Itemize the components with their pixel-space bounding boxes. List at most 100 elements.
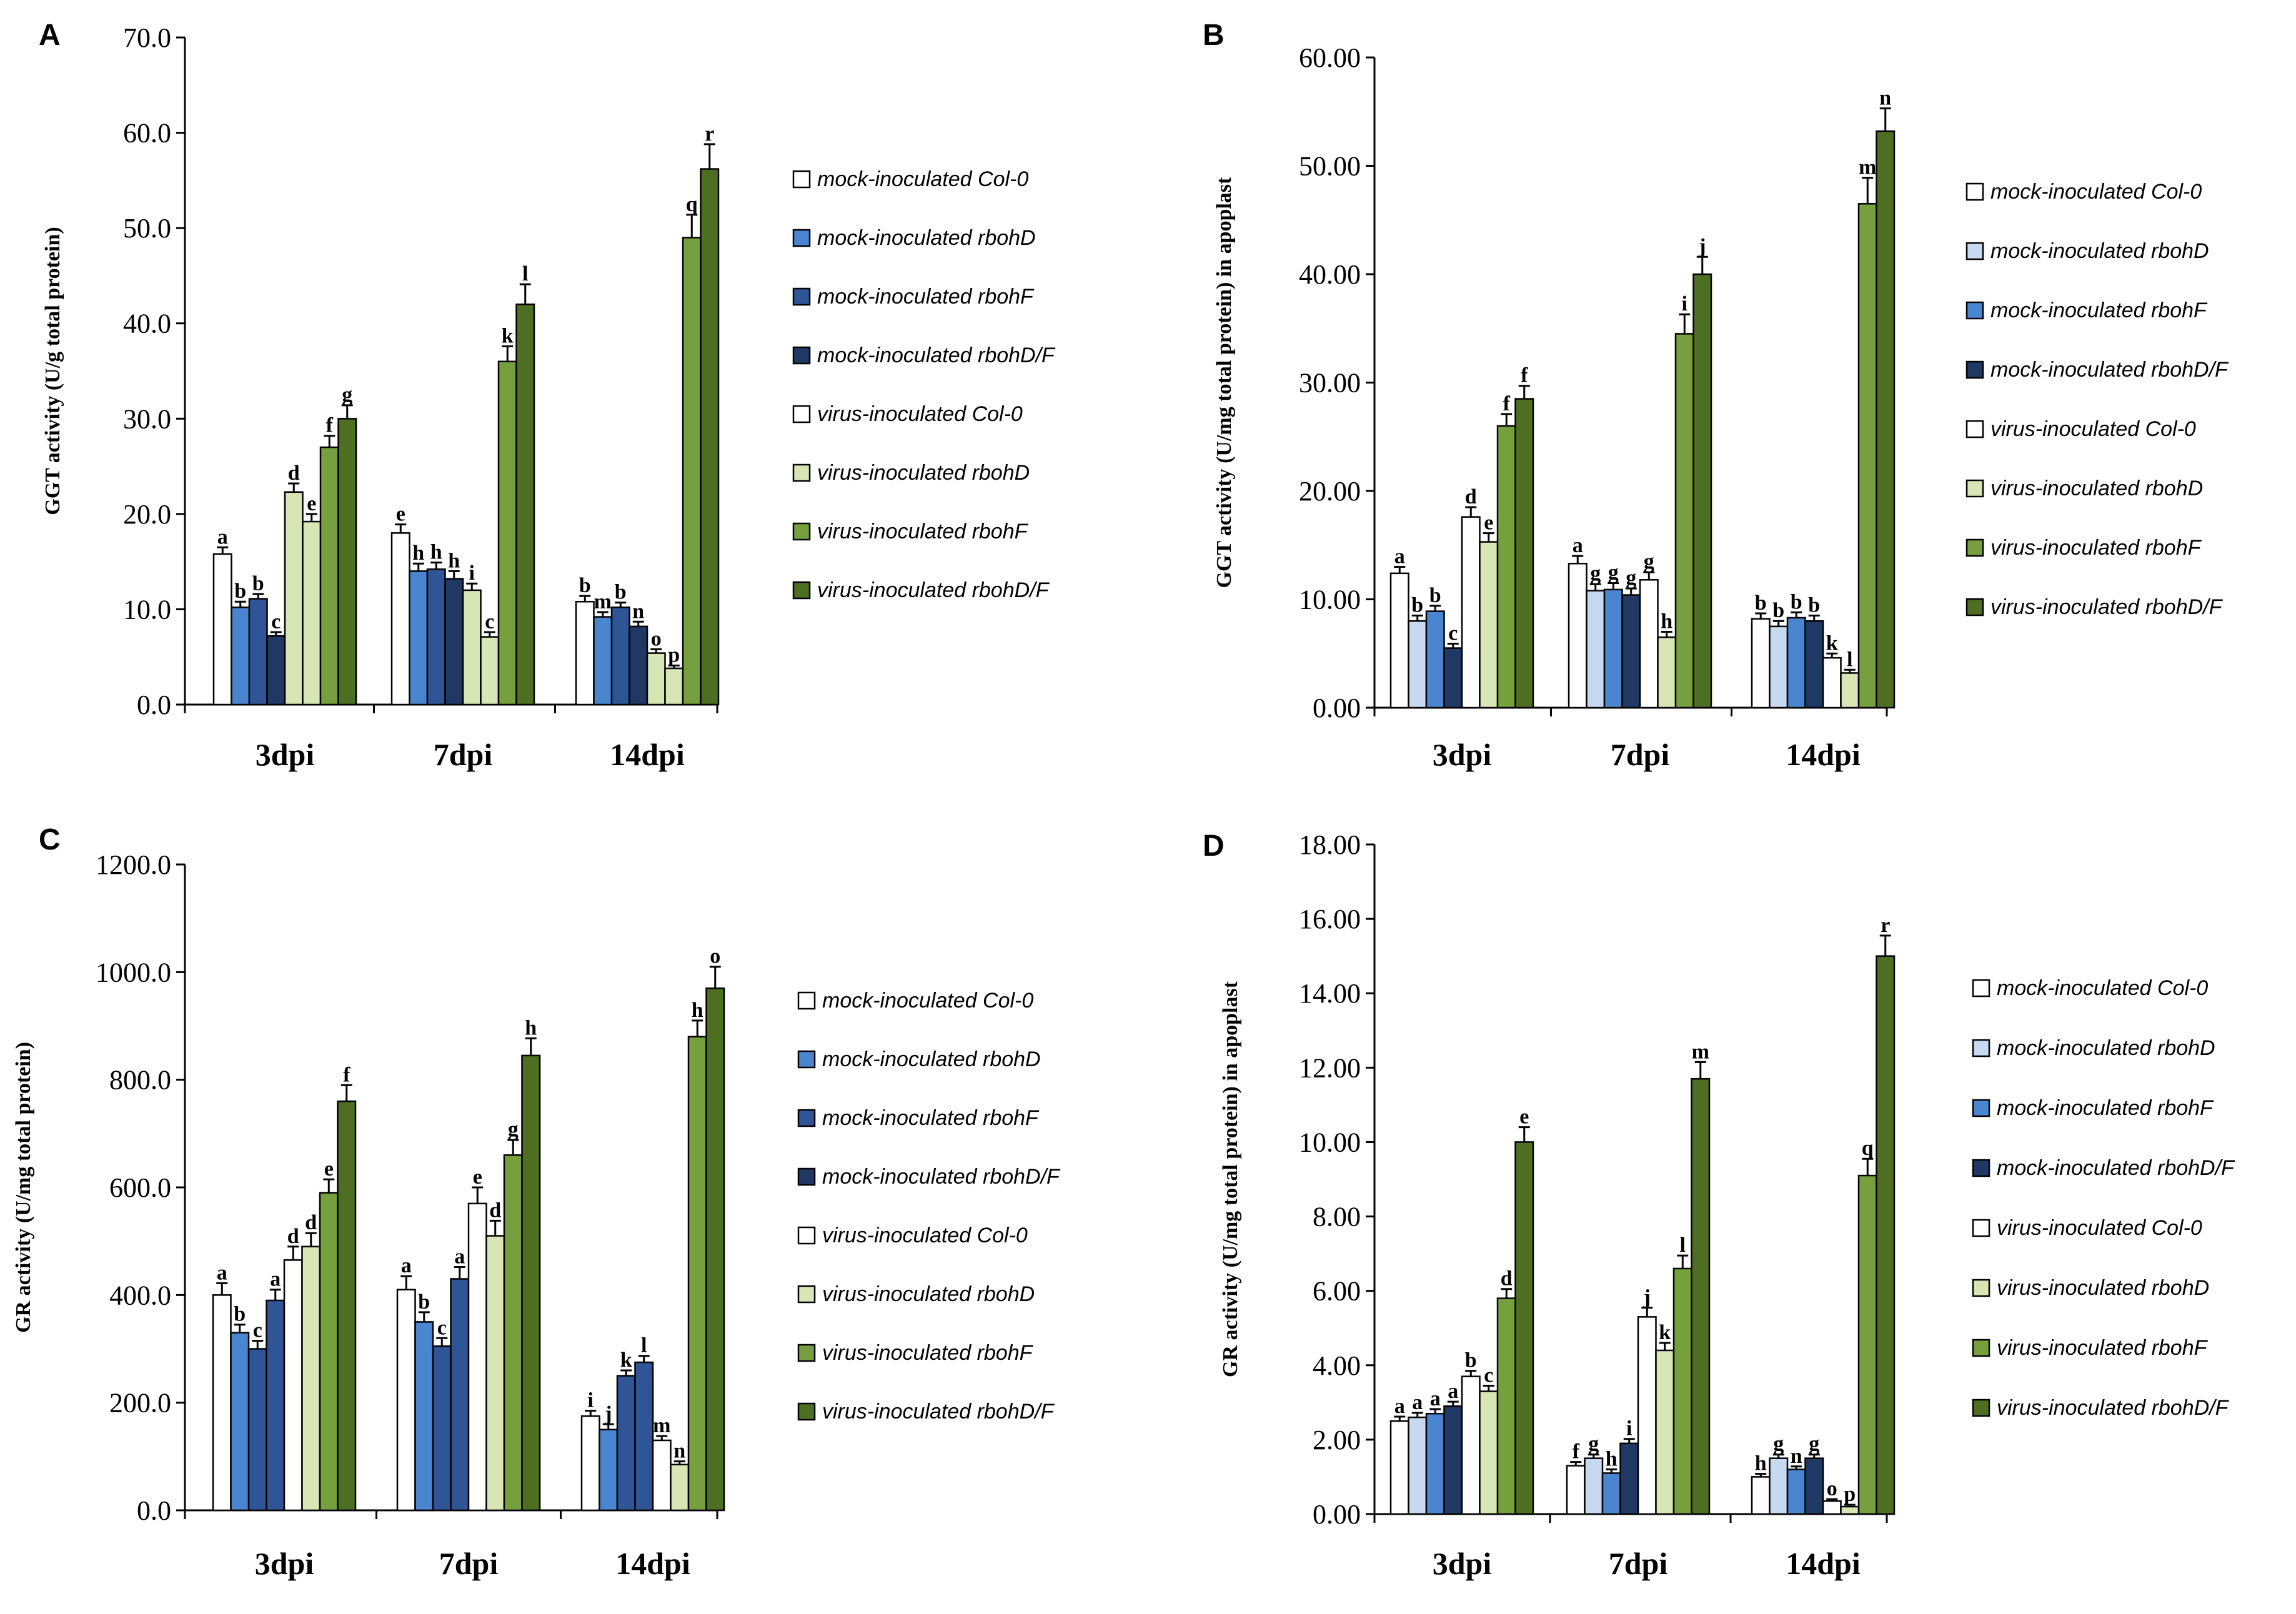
- legend-swatch: [1966, 538, 1984, 557]
- significance-letter: e: [1519, 1106, 1529, 1129]
- legend-label: mock-inoculated rbohF: [1990, 299, 2208, 322]
- y-axis-title: GR activity (U/mg total protein) in apop…: [1219, 981, 1242, 1377]
- bar: [664, 667, 684, 706]
- significance-letter: j: [604, 1402, 612, 1425]
- bar: [670, 1463, 690, 1512]
- bar: [266, 635, 286, 706]
- bar: [1479, 1390, 1499, 1515]
- y-tick-label: 1000.0: [96, 957, 171, 988]
- significance-letter: a: [401, 1254, 412, 1277]
- significance-letter: f: [1573, 1440, 1580, 1463]
- legend-label: virus-inoculated Col-0: [1990, 417, 2196, 441]
- significance-letter: f: [1503, 392, 1511, 415]
- significance-letter: d: [288, 462, 300, 485]
- legend-swatch: [797, 991, 816, 1010]
- bar: [1655, 1349, 1675, 1515]
- significance-letter: l: [1680, 1234, 1686, 1257]
- bar: [266, 1299, 286, 1512]
- significance-letter: i: [1626, 1417, 1632, 1440]
- legend-swatch: [1972, 1039, 1990, 1057]
- bar: [1657, 636, 1677, 709]
- legend-label: mock-inoculated rbohF: [822, 1106, 1040, 1130]
- panel-a: A 0.0 10.0 20.0 30.0 40.0 50.0 60.0 70.0 3dpi 7dpi…: [39, 19, 1056, 772]
- bar: [1601, 1472, 1621, 1515]
- significance-letter: n: [1879, 87, 1891, 110]
- legend-swatch: [1972, 979, 1990, 998]
- significance-letter: g: [1588, 1433, 1599, 1456]
- y-tick-label: 30.00: [1299, 368, 1361, 399]
- bar: [1514, 1141, 1534, 1515]
- y-tick-label: 14.00: [1299, 978, 1361, 1009]
- significance-letter: d: [489, 1199, 501, 1222]
- bar: [1514, 398, 1534, 709]
- bar: [230, 1332, 250, 1512]
- category-label: 7dpi: [1609, 1546, 1668, 1581]
- category-label: 14dpi: [615, 1546, 690, 1581]
- y-tick-label: 8.00: [1313, 1202, 1361, 1232]
- legend-label: mock-inoculated rbohD/F: [1997, 1156, 2235, 1180]
- legend-label: mock-inoculated Col-0: [817, 167, 1028, 191]
- legend-label: virus-inoculated Col-0: [1997, 1216, 2202, 1240]
- significance-letter: g: [1809, 1433, 1819, 1456]
- bar: [467, 1202, 487, 1512]
- bar: [1619, 1442, 1639, 1515]
- category-label: 3dpi: [255, 1546, 314, 1581]
- bar: [599, 1428, 619, 1512]
- panel-b: B 0.00 10.00 20.00 30.00 40.00 50.00 60.00 3dpi 7…: [1203, 19, 2229, 772]
- bar: [302, 520, 322, 706]
- y-tick-label: 800.0: [109, 1065, 171, 1096]
- significance-letter: i: [469, 562, 475, 585]
- bar: [1586, 590, 1606, 709]
- bar: [247, 1348, 267, 1512]
- significance-letter: n: [1791, 1445, 1802, 1468]
- significance-letter: n: [673, 1440, 685, 1463]
- y-axis-title: GGT activity (U/g total protein): [41, 227, 64, 515]
- significance-letter: d: [1465, 485, 1477, 508]
- legend-label: virus-inoculated rbohD/F: [1997, 1396, 2230, 1420]
- bar: [497, 360, 517, 706]
- bar: [1751, 1476, 1771, 1515]
- significance-letter: c: [485, 610, 494, 633]
- panel-letter: C: [39, 823, 61, 856]
- bar: [1408, 620, 1428, 709]
- significance-letter: b: [1772, 599, 1784, 622]
- significance-letter: c: [1484, 1364, 1493, 1387]
- significance-letter: b: [615, 581, 627, 604]
- bar: [1822, 1500, 1842, 1515]
- legend-swatch: [1966, 182, 1984, 201]
- significance-letter: o: [1827, 1477, 1837, 1500]
- bar: [444, 578, 464, 706]
- y-tick-label: 0.0: [137, 1495, 171, 1526]
- panel-letter: D: [1203, 829, 1225, 863]
- y-tick-label: 0.00: [1313, 693, 1361, 723]
- bar: [1461, 1375, 1481, 1515]
- significance-letter: c: [253, 1319, 262, 1342]
- legend-swatch: [797, 1167, 816, 1186]
- y-tick-label: 10.00: [1299, 1127, 1361, 1157]
- bar: [1804, 1457, 1824, 1515]
- legend-label: virus-inoculated Col-0: [817, 402, 1023, 426]
- significance-letter: o: [710, 945, 720, 968]
- significance-letter: b: [252, 572, 264, 595]
- legend-label: mock-inoculated rbohD: [1997, 1036, 2215, 1060]
- bar: [1822, 656, 1842, 709]
- legend-swatch: [1972, 1339, 1990, 1357]
- significance-letter: q: [686, 193, 698, 216]
- bar: [1840, 1505, 1860, 1515]
- legend-swatch: [1972, 1099, 1990, 1117]
- panel-letter: B: [1203, 19, 1225, 52]
- legend-label: virus-inoculated rbohD: [1990, 477, 2203, 500]
- y-tick-label: 200.0: [109, 1388, 171, 1418]
- legend-swatch: [797, 1226, 816, 1245]
- significance-letter: f: [326, 414, 334, 437]
- significance-letter: i: [588, 1389, 594, 1412]
- category-label: 14dpi: [1786, 1546, 1861, 1581]
- bar: [634, 1361, 654, 1512]
- significance-letter: a: [217, 525, 228, 548]
- legend-swatch: [792, 522, 811, 541]
- significance-letter: a: [1412, 1391, 1423, 1414]
- bar: [1389, 1420, 1409, 1515]
- bar: [283, 1259, 303, 1512]
- bar: [337, 418, 357, 706]
